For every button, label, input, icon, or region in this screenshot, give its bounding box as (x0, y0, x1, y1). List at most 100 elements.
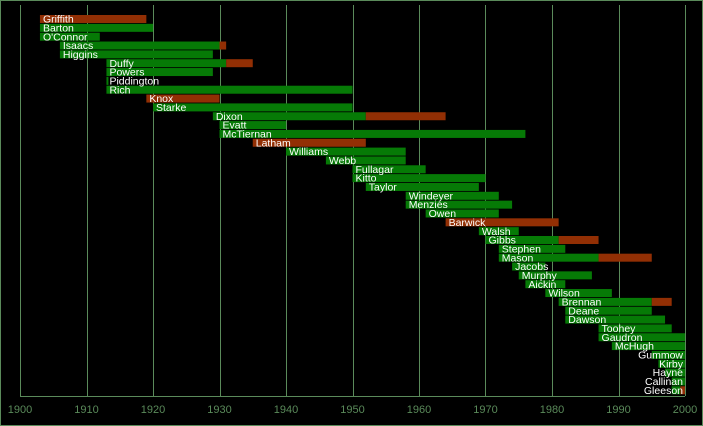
bar-label: Hayne (653, 367, 684, 379)
bar-label: Stephen (502, 243, 541, 255)
bar-segment (219, 121, 286, 130)
bars-layer (39, 15, 685, 395)
bar-segment (252, 138, 366, 147)
bar-segment (598, 333, 685, 342)
bar-label: Aickin (528, 279, 556, 291)
bar-label: Callinan (645, 376, 683, 388)
bar-label: McHugh (615, 341, 654, 353)
bar-segment (219, 129, 526, 138)
bar-label: Taylor (369, 182, 398, 194)
bar-label: Gleeson (644, 385, 683, 397)
x-tick-labels: 1900 1910 1920 1930 1940 1950 1960 1970 1980 1990… (8, 404, 697, 416)
bar-segment (498, 244, 566, 253)
bar-segment (153, 103, 353, 112)
x-tick-label: 1990 (606, 404, 630, 416)
bar-segment (545, 289, 612, 298)
x-tick-label: 1930 (207, 404, 231, 416)
x-tick-label: 1920 (141, 404, 165, 416)
bar-label: Knox (149, 93, 174, 105)
bar-segment (286, 147, 406, 156)
bar-segment (565, 306, 652, 315)
bar-segment (665, 368, 685, 377)
bar-label: Rich (109, 84, 130, 96)
x-tick-label: 1910 (74, 404, 98, 416)
bar-label: Jacobs (515, 261, 548, 273)
bar-label: Owen (429, 208, 457, 220)
bar-label: Mason (502, 252, 534, 264)
bar-segment (219, 41, 227, 50)
bar-segment (598, 324, 672, 333)
bar-label: Dawson (568, 314, 606, 326)
bar-segment (106, 76, 109, 85)
bar-label: Isaacs (63, 40, 93, 52)
bar-segment (498, 253, 599, 262)
bar-label: Wilson (548, 288, 580, 300)
bar-label: Starke (156, 102, 187, 114)
bar-label: Dixon (216, 111, 243, 123)
bar-segment (651, 350, 685, 359)
bar-label: Murphy (522, 270, 558, 282)
bar-label: Deane (568, 305, 599, 317)
bar-segment (59, 50, 213, 59)
bar-label: Walsh (482, 226, 511, 238)
bar-label: Piddington (109, 75, 159, 87)
bar-segment (565, 315, 666, 324)
bar-segment (39, 32, 100, 41)
bar-segment (445, 218, 559, 227)
bar-segment (352, 174, 486, 183)
bar-segment (106, 59, 227, 68)
bar-segment (146, 94, 220, 103)
bar-segment (39, 15, 147, 23)
bar-label: McTiernan (223, 129, 272, 141)
bar-label: Barwick (449, 217, 487, 229)
bar-segment (525, 280, 566, 289)
bar-segment (106, 85, 353, 94)
bar-segment (611, 342, 685, 351)
bar-label: Kirby (659, 358, 684, 370)
bar-segment (598, 253, 652, 262)
x-tick-label: 2000 (673, 404, 697, 416)
bar-label: Menzies (409, 199, 448, 211)
bar-label: Gummow (638, 350, 683, 362)
bar-segment (485, 236, 559, 244)
bar-label: Kitto (356, 173, 377, 185)
bar-label: Gibbs (489, 235, 516, 247)
bar-segment (658, 359, 685, 368)
bar-label: Windeyer (409, 190, 454, 202)
bar-label: Gaudron (602, 332, 643, 344)
bar-segment (226, 59, 253, 68)
bar-segment (352, 165, 426, 174)
bar-label: Powers (109, 67, 144, 79)
bar-label: Latham (256, 137, 291, 149)
bar-label: O'Connor (43, 31, 88, 43)
bar-segment (680, 386, 685, 395)
x-tick-label: 1980 (540, 404, 564, 416)
bar-label: Williams (289, 146, 328, 158)
x-tick-label: 1940 (274, 404, 298, 416)
bar-label: Brennan (562, 296, 602, 308)
bar-segment (212, 112, 366, 121)
bar-segment (518, 271, 592, 280)
bar-label: Webb (329, 155, 356, 167)
bar-segment (59, 41, 220, 50)
bar-segment (365, 112, 446, 121)
x-tick-label: 1960 (407, 404, 431, 416)
bar-segment (365, 182, 479, 191)
bar-segment (651, 297, 672, 306)
bar-segment (558, 236, 599, 244)
bar-segment (425, 209, 499, 218)
bar-segment (558, 297, 652, 306)
bar-segment (39, 23, 154, 32)
bar-label: Toohey (602, 323, 637, 335)
bar-label: Barton (43, 22, 74, 34)
x-tick-label: 1900 (8, 404, 32, 416)
bar-label: Griffith (43, 14, 74, 26)
x-tick-label: 1970 (473, 404, 497, 416)
bar-segment (325, 156, 406, 165)
bar-segment (478, 227, 519, 236)
bar-segment (106, 68, 213, 77)
bar-segment (405, 200, 513, 209)
bar-label: Fullagar (356, 164, 394, 176)
